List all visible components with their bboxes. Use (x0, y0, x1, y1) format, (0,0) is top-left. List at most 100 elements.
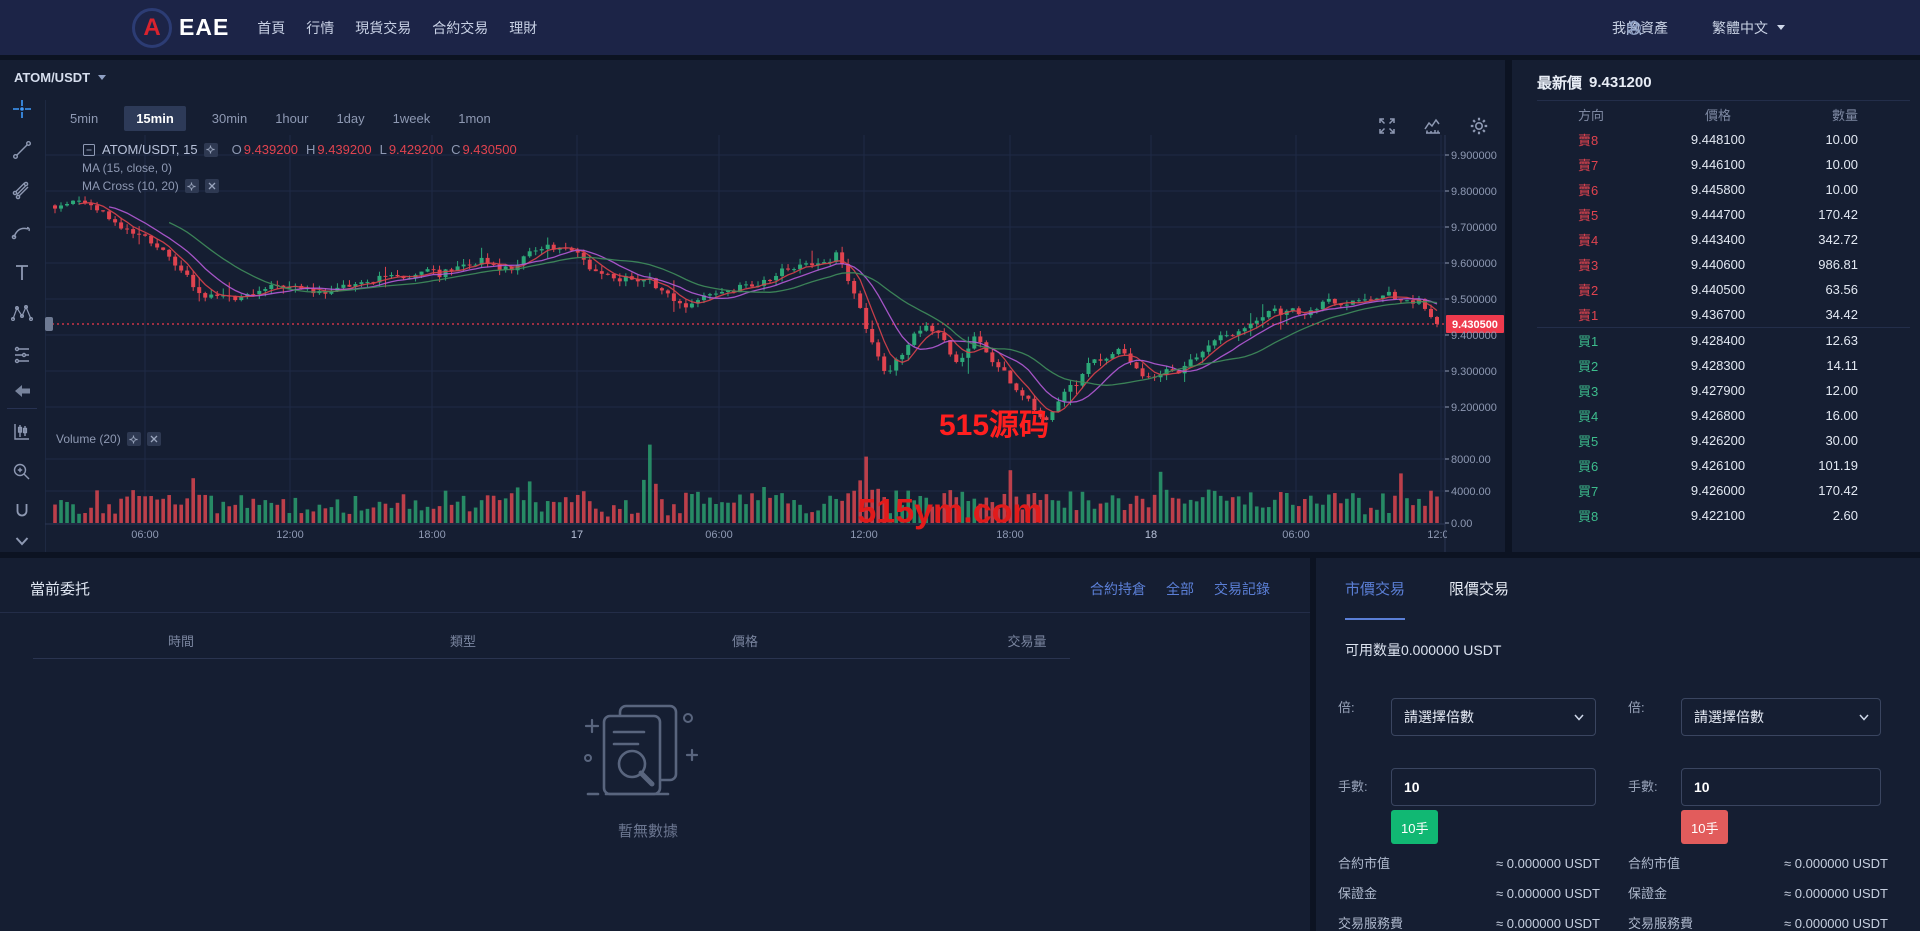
svg-text:18: 18 (1145, 529, 1157, 541)
timeframe-1day[interactable]: 1day (336, 110, 365, 126)
timeframe-30min[interactable]: 30min (211, 110, 248, 126)
multiplier-select-sell[interactable]: 請選擇倍數 (1681, 698, 1881, 736)
nav-item-理財[interactable]: 理財 (509, 19, 538, 36)
nav-item-首頁[interactable]: 首頁 (257, 19, 286, 36)
orderbook-row[interactable]: 買5 9.426200 30.00 (1578, 433, 1858, 449)
timeframe-5min[interactable]: 5min (70, 110, 99, 126)
candlestick-chart[interactable]: 9.430500 9.900000 9.800000 9.700000 9.600000… (45, 135, 1505, 552)
timeframe-1mon[interactable]: 1mon (458, 110, 491, 126)
orderbook-row[interactable]: 買2 9.428300 14.11 (1578, 358, 1858, 374)
toolbar-separator (7, 408, 37, 409)
language-selector[interactable]: 繁體中文 (1712, 19, 1768, 36)
xabcd-pattern-icon[interactable] (10, 302, 34, 326)
nav-item-合約交易[interactable]: 合約交易 (432, 19, 489, 36)
brand-logo[interactable]: A (132, 7, 172, 48)
svg-text:9.800000: 9.800000 (1451, 186, 1497, 198)
orderbook-row[interactable]: 賣6 9.445800 10.00 (1578, 182, 1858, 198)
orderbook-row[interactable]: 賣1 9.436700 34.42 (1578, 307, 1858, 323)
orderbook-col-數量: 數量 (1831, 107, 1858, 123)
nav-item-現貨交易[interactable]: 現貨交易 (355, 19, 412, 36)
orders-links: 合約持倉 全部 交易記錄 (1090, 579, 1270, 599)
timeframe-1week[interactable]: 1week (392, 110, 431, 126)
sell-lots-button[interactable]: 10手 (1681, 810, 1729, 844)
summary-value: ≈ 0.000000 USDT (1784, 916, 1888, 931)
chevron-down-icon[interactable] (10, 529, 34, 552)
svg-text:12:00: 12:00 (850, 529, 878, 541)
brand-logo-letter: A (143, 13, 161, 41)
chart-panel: ATOM/USDT 5min 15min 30min 1hour 1day 1week 1m… (0, 60, 1505, 552)
svg-text:9.500000: 9.500000 (1451, 294, 1497, 306)
svg-text:17: 17 (571, 529, 583, 541)
orderbook-row[interactable]: 賣3 9.440600 986.81 (1578, 257, 1858, 273)
fullscreen-icon[interactable] (1375, 114, 1399, 138)
lots-input-buy[interactable] (1391, 768, 1596, 806)
orders-table-header: 時間 類型 價格 交易量 (40, 628, 1168, 652)
orders-col-類型: 類型 (449, 633, 476, 649)
text-icon[interactable] (10, 261, 34, 285)
orderbook-row[interactable]: 買6 9.426100 101.19 (1578, 458, 1858, 474)
timeframe-15min[interactable]: 15min (124, 105, 186, 131)
brush-icon[interactable] (10, 220, 34, 244)
orderbook-row[interactable]: 買1 9.428400 12.63 (1578, 333, 1858, 349)
pitchfork-icon[interactable] (10, 179, 34, 203)
orderbook-asks: 賣8 9.448100 10.00 賣7 9.446100 10.00 賣6 9.445800… (1512, 127, 1920, 327)
summary-value: ≈ 0.000000 USDT (1784, 886, 1888, 901)
available-balance: 可用数量0.000000 USDT (1345, 642, 1502, 658)
svg-text:9.200000: 9.200000 (1451, 402, 1497, 414)
svg-text:9.300000: 9.300000 (1451, 366, 1497, 378)
divider (1537, 100, 1910, 101)
multiplier-select-buy[interactable]: 請選擇倍數 (1391, 698, 1596, 736)
divider (33, 658, 1070, 659)
summary-label-合約市值: 合約市值 (1338, 856, 1391, 871)
orderbook-row[interactable]: 賣5 9.444700 170.42 (1578, 207, 1858, 223)
main-menu: 首頁 行情 現貨交易 合約交易 理財 (257, 18, 537, 38)
zoom-in-icon[interactable] (10, 460, 34, 484)
orders-link-合約持倉[interactable]: 合約持倉 (1090, 581, 1146, 597)
orders-col-價格: 價格 (731, 633, 758, 649)
orders-link-交易記錄[interactable]: 交易記錄 (1214, 581, 1270, 597)
indicators-icon[interactable] (1421, 114, 1445, 138)
orderbook-row[interactable]: 買7 9.426000 170.42 (1578, 483, 1858, 499)
orderbook-row[interactable]: 買4 9.426800 16.00 (1578, 408, 1858, 424)
navbar-right: 我的資產 繁體中文 (1612, 0, 1785, 55)
chevron-down-icon (1777, 25, 1785, 30)
trade-tab-市價交易[interactable]: 市價交易 (1345, 581, 1406, 598)
summary-label-合約市值: 合約市值 (1628, 856, 1681, 871)
svg-text:9.600000: 9.600000 (1451, 258, 1497, 270)
brand-name[interactable]: EAE (179, 14, 230, 40)
symbol-selector[interactable]: ATOM/USDT (14, 70, 107, 85)
arrow-left-icon[interactable] (10, 379, 34, 403)
orderbook-row[interactable]: 買8 9.422100 2.60 (1578, 508, 1858, 524)
orderbook-row[interactable]: 買3 9.427900 12.00 (1578, 383, 1858, 399)
crosshair-icon[interactable] (10, 97, 34, 121)
buy-lots-button[interactable]: 10手 (1391, 810, 1439, 844)
multiplier-label: 倍: (1338, 700, 1355, 715)
settings-gear-icon[interactable] (1467, 114, 1491, 138)
svg-text:18:00: 18:00 (418, 529, 446, 541)
navbar: A EAE 首頁 行情 現貨交易 合約交易 理財 我的資產 繁體中文 (0, 0, 1920, 55)
trend-line-icon[interactable] (10, 138, 34, 162)
orderbook-header: 方向 價格 數量 (1512, 101, 1920, 127)
orderbook-row[interactable]: 賣2 9.440500 63.56 (1578, 282, 1858, 298)
svg-text:9.700000: 9.700000 (1451, 222, 1497, 234)
orderbook-row[interactable]: 賣4 9.443400 342.72 (1578, 232, 1858, 248)
lots-input-sell[interactable] (1681, 768, 1881, 806)
divider (0, 612, 1310, 613)
svg-text:06:00: 06:00 (131, 529, 159, 541)
magnet-icon[interactable] (10, 500, 34, 524)
orders-link-全部[interactable]: 全部 (1166, 581, 1194, 597)
trade-tab-限價交易[interactable]: 限價交易 (1449, 581, 1510, 598)
nav-item-行情[interactable]: 行情 (306, 19, 335, 36)
empty-state-text: 暫無數據 (617, 823, 679, 840)
svg-text:18:00: 18:00 (996, 529, 1024, 541)
orderbook-row[interactable]: 賣7 9.446100 10.00 (1578, 157, 1858, 173)
timeframe-1hour[interactable]: 1hour (275, 110, 309, 126)
position-tool-icon[interactable] (10, 343, 34, 367)
orderbook-mid-divider (1537, 327, 1910, 328)
lots-label: 手數: (1628, 779, 1658, 794)
summary-label-交易服務費: 交易服務費 (1338, 916, 1404, 931)
orderbook-row[interactable]: 賣8 9.448100 10.00 (1578, 132, 1858, 148)
candle-style-icon[interactable] (10, 420, 34, 444)
